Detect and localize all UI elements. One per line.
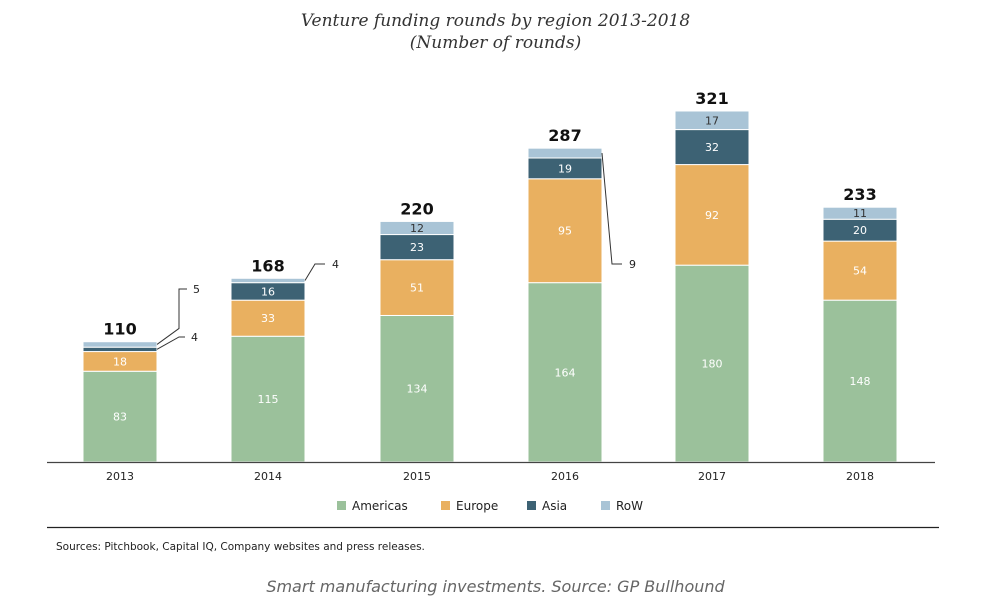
total-label-2017: 321: [695, 89, 728, 108]
data-label-row-2017: 17: [705, 114, 719, 127]
bar-row-2013: [82, 341, 158, 348]
bar-row-2018: [822, 206, 898, 220]
data-label-asia-2014: 16: [261, 285, 275, 298]
bar-americas-2014: [230, 335, 306, 463]
x-tick-label-2013: 2013: [106, 470, 134, 483]
bar-asia-2013: [82, 346, 158, 353]
x-tick-label-2016: 2016: [551, 470, 579, 483]
data-label-europe-2017: 92: [705, 209, 719, 222]
chart-subtitle: (Number of rounds): [409, 33, 582, 53]
data-label-asia-2018: 20: [853, 224, 867, 237]
x-tick-label-2018: 2018: [846, 470, 874, 483]
data-label-row-2015: 12: [410, 222, 424, 235]
total-label-2016: 287: [548, 126, 581, 145]
bar-row-2017: [674, 110, 750, 131]
bar-europe-2014: [230, 299, 306, 337]
chart-title: Venture funding rounds by region 2013-20…: [300, 11, 691, 31]
data-label-europe-2016: 95: [558, 225, 572, 238]
bar-americas-2017: [674, 264, 750, 463]
legend-label-europe: Europe: [456, 499, 498, 513]
bar-europe-2016: [527, 178, 603, 284]
data-label-americas-2013: 83: [113, 411, 127, 424]
legend-swatch-asia: [527, 501, 536, 510]
data-label-europe-2014: 33: [261, 312, 275, 325]
x-tick-label-2017: 2017: [698, 470, 726, 483]
data-label-americas-2015: 134: [407, 383, 428, 396]
data-label-europe-2018: 54: [853, 265, 867, 278]
data-label-row-2013: 5: [193, 283, 200, 296]
figure-caption: Smart manufacturing investments. Source:…: [266, 577, 725, 596]
sources-note: Sources: Pitchbook, Capital IQ, Company …: [56, 541, 425, 553]
total-label-2014: 168: [251, 256, 284, 275]
data-label-europe-2015: 51: [410, 282, 424, 295]
bar-asia-2017: [674, 129, 750, 166]
leader-line-row-2013: [156, 288, 187, 345]
bar-row-2016: [527, 147, 603, 159]
data-label-asia-2015: 23: [410, 241, 424, 254]
data-label-americas-2018: 148: [850, 375, 871, 388]
bar-americas-2016: [527, 282, 603, 463]
legend-label-americas: Americas: [352, 499, 408, 513]
data-label-row-2016: 9: [629, 258, 636, 271]
data-label-asia-2017: 32: [705, 141, 719, 154]
data-label-asia-2013: 4: [191, 331, 198, 344]
legend-swatch-europe: [441, 501, 450, 510]
bar-europe-2017: [674, 164, 750, 266]
data-label-americas-2017: 180: [702, 358, 723, 371]
legend-label-row: RoW: [616, 499, 643, 513]
bar-europe-2018: [822, 240, 898, 301]
legend-swatch-americas: [337, 501, 346, 510]
data-label-americas-2014: 115: [258, 393, 279, 406]
data-label-europe-2013: 18: [113, 355, 127, 368]
leader-line-asia-2013: [156, 336, 185, 350]
bar-americas-2013: [82, 370, 158, 463]
total-label-2015: 220: [400, 199, 433, 218]
data-label-asia-2016: 19: [558, 162, 572, 175]
total-label-2018: 233: [843, 185, 876, 204]
data-label-row-2018: 11: [853, 207, 867, 220]
x-tick-label-2015: 2015: [403, 470, 431, 483]
bar-row-2014: [230, 277, 306, 284]
leader-line-row-2016: [601, 153, 622, 265]
total-label-2013: 110: [103, 320, 136, 339]
data-label-americas-2016: 164: [555, 366, 576, 379]
leader-line-row-2014: [304, 263, 325, 281]
data-label-row-2014: 4: [332, 258, 339, 271]
chart-title-block: Venture funding rounds by region 2013-20…: [0, 10, 991, 54]
legend-label-asia: Asia: [542, 499, 567, 513]
legend-swatch-row: [601, 501, 610, 510]
bar-row-2015: [379, 220, 455, 236]
x-tick-label-2014: 2014: [254, 470, 282, 483]
